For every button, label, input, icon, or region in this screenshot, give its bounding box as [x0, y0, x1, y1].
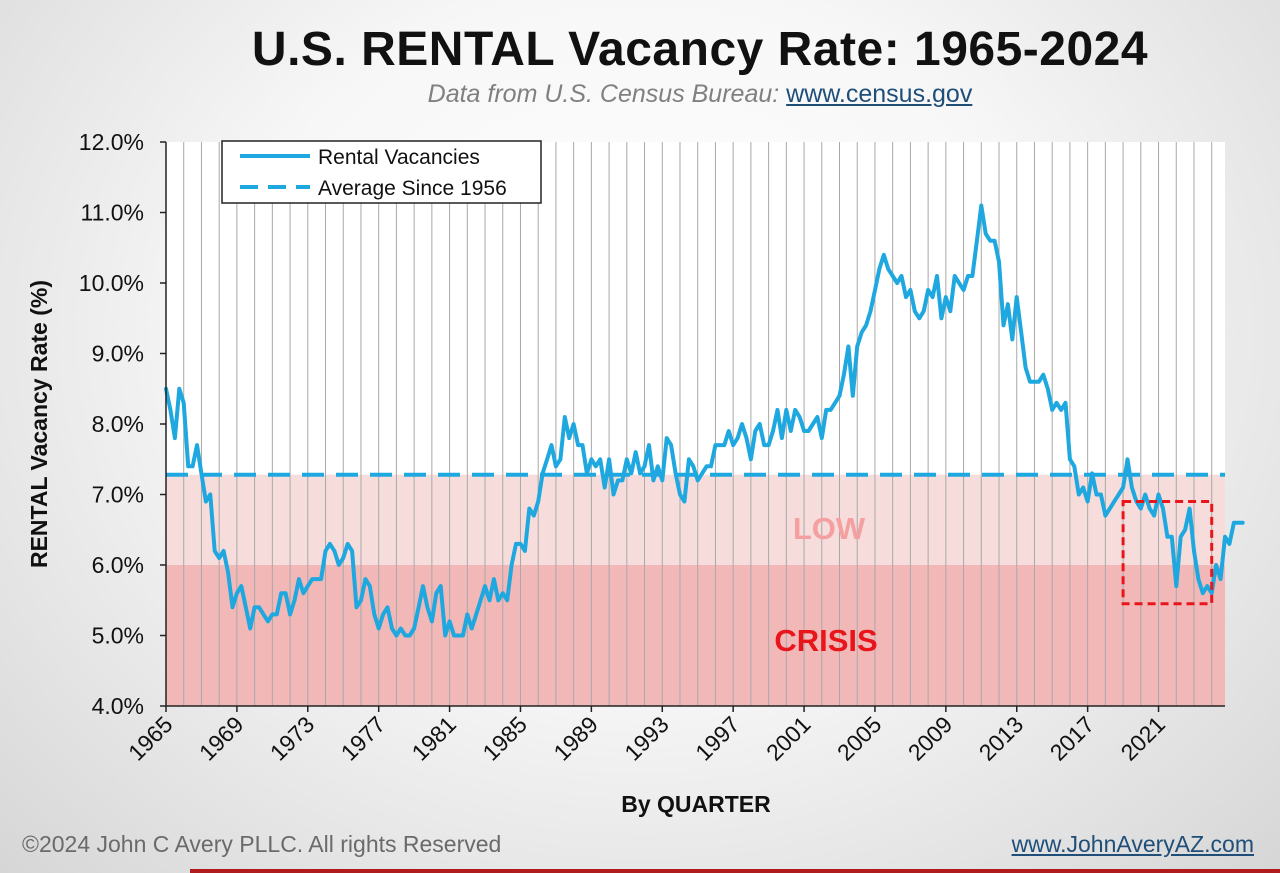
x-tick-label: 1981 [407, 711, 462, 766]
x-tick-label: 1977 [336, 711, 391, 766]
series-line-rental-vacancies [164, 203, 1245, 638]
y-axis-label: RENTAL Vacancy Rate (%) [26, 280, 52, 568]
band-label-low: LOW [793, 511, 866, 546]
x-tick-label: 1973 [265, 711, 320, 766]
website-link[interactable]: www.JohnAveryAZ.com [1011, 831, 1254, 857]
y-axis-ticks: 4.0% 5.0% 6.0% 7.0% 8.0% 9.0% 10.0% 11.0% 12.0% [79, 129, 166, 719]
x-tick-label: 1993 [619, 711, 674, 766]
legend-entry: Rental Vacancies [318, 146, 480, 169]
y-tick-label: 10.0% [79, 270, 144, 296]
band-labels: CRISIS LOW [774, 511, 877, 658]
bottom-accent-bar [190, 869, 1280, 873]
legend-entry: Average Since 1956 [318, 177, 507, 200]
y-tick-label: 11.0% [80, 200, 144, 226]
band-low [166, 474, 1225, 565]
y-tick-label: 12.0% [79, 129, 144, 155]
x-tick-label: 1969 [194, 711, 249, 766]
x-tick-label: 2013 [974, 711, 1029, 766]
copyright-text: ©2024 John C Avery PLLC. All rights Rese… [22, 831, 502, 857]
x-axis-label: By QUARTER [621, 791, 771, 817]
chart-title: U.S. RENTAL Vacancy Rate: 1965-2024 [251, 23, 1149, 76]
y-tick-label: 8.0% [92, 411, 144, 437]
x-tick-label: 1997 [690, 711, 745, 766]
legend: Rental Vacancies Average Since 1956 [221, 140, 542, 204]
y-tick-label: 4.0% [92, 693, 144, 719]
x-tick-label: 2009 [903, 711, 958, 766]
x-tick-label: 2017 [1045, 711, 1100, 766]
x-tick-label: 2001 [761, 711, 816, 766]
x-tick-label: 1985 [477, 711, 532, 766]
vertical-gridlines [183, 142, 1213, 706]
highlight-box [1121, 500, 1214, 606]
legend-box [221, 140, 542, 204]
band-label-crisis: CRISIS [774, 623, 877, 658]
bands [166, 474, 1225, 706]
chart-subtitle: Data from U.S. Census Bureau: www.census… [0, 80, 1280, 109]
x-tick-label: 2021 [1116, 711, 1171, 766]
subtitle-text: Data from U.S. Census Bureau: [427, 80, 787, 108]
x-tick-label: 2005 [832, 711, 887, 766]
y-tick-label: 9.0% [92, 341, 144, 367]
y-tick-label: 7.0% [92, 482, 144, 508]
census-link[interactable]: www.census.gov [786, 80, 973, 108]
x-tick-label: 1965 [123, 711, 178, 766]
y-tick-label: 5.0% [92, 623, 144, 649]
x-axis-ticks: 1965 1969 1973 1977 1981 1985 1989 1993 1997 2001… [123, 706, 1170, 766]
x-tick-label: 1989 [548, 711, 603, 766]
band-crisis [166, 565, 1225, 706]
y-tick-label: 6.0% [92, 552, 144, 578]
